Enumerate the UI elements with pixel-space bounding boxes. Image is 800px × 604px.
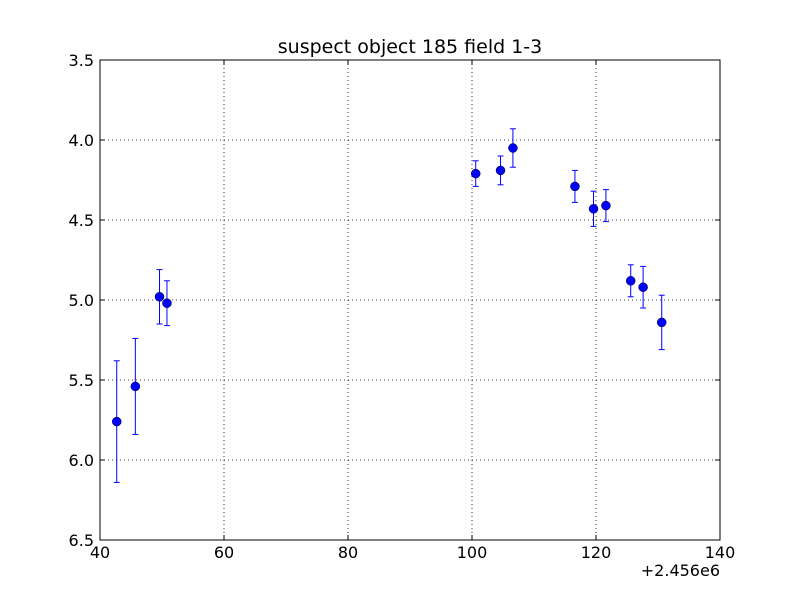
data-point: [601, 200, 611, 211]
x-tick-label: 100: [457, 543, 488, 562]
x-tick-label: 120: [581, 543, 612, 562]
data-point: [588, 204, 599, 214]
data-point: [130, 381, 141, 392]
data-point: [508, 143, 518, 153]
data-points: [111, 128, 667, 483]
x-tick-label: 60: [214, 543, 234, 562]
data-point: [638, 282, 648, 292]
x-tick-label: 80: [338, 543, 358, 562]
y-tick-label: 6.0: [69, 451, 94, 470]
x-tick-label: 140: [705, 543, 736, 562]
data-point: [495, 165, 506, 176]
data-point: [162, 298, 172, 308]
data-point: [154, 292, 165, 302]
x-tick-label: 40: [90, 543, 110, 562]
y-tick-label: 6.5: [69, 531, 94, 550]
data-point: [111, 416, 122, 427]
y-tick-label: 3.5: [69, 51, 94, 70]
chart-title: suspect object 185 field 1-3: [278, 36, 543, 58]
data-point: [470, 168, 481, 179]
y-tick-label: 4.0: [69, 131, 94, 150]
y-tick-label: 4.5: [69, 211, 94, 230]
data-point: [625, 276, 636, 286]
x-offset-label: +2.456e6: [641, 561, 720, 580]
data-point: [570, 181, 580, 192]
axis-ticks: 40 60 80 100 120 140 3.5 4.0 4.5 5.0 5.5 6.0 6.5: [69, 51, 736, 562]
y-tick-label: 5.0: [69, 291, 94, 310]
data-point: [656, 317, 667, 328]
y-tick-label: 5.5: [69, 371, 94, 390]
grid-lines: [100, 60, 720, 540]
